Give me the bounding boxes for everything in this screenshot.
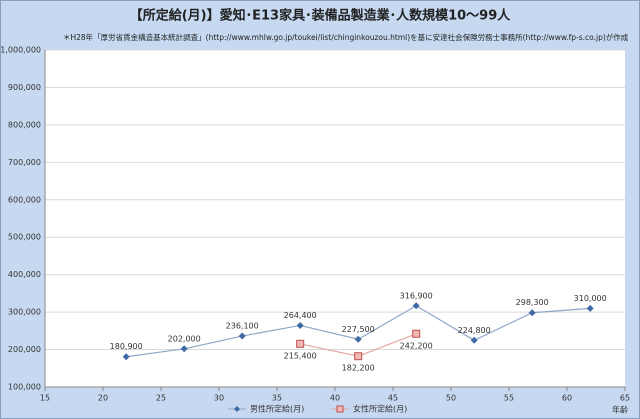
y-tick-label: 200,000	[8, 345, 41, 354]
data-label: 242,200	[400, 341, 433, 350]
data-label: 224,800	[458, 326, 491, 335]
y-tick-label: 800,000	[8, 120, 41, 129]
plot-area	[45, 50, 625, 387]
point	[470, 336, 478, 344]
y-tick-label: 700,000	[8, 158, 41, 167]
data-label: 316,900	[400, 291, 433, 300]
x-tick-label: 65	[620, 394, 630, 403]
point	[296, 339, 305, 348]
y-tick-label: 400,000	[8, 270, 41, 279]
x-tick-label: 60	[562, 394, 572, 403]
x-tick-label: 30	[214, 394, 224, 403]
x-tick-label: 25	[156, 394, 166, 403]
y-tick-label: 600,000	[8, 195, 41, 204]
point	[296, 321, 304, 329]
x-tick-label: 50	[446, 394, 456, 403]
y-tick-label: 500,000	[8, 233, 41, 242]
data-label: 180,900	[110, 342, 143, 351]
data-label: 182,200	[342, 364, 375, 373]
x-tick-label: 35	[272, 394, 282, 403]
data-label: 236,100	[226, 322, 259, 331]
y-tick-label: 300,000	[8, 308, 41, 317]
point	[412, 302, 420, 310]
data-label: 264,400	[284, 311, 317, 320]
x-tick-label: 40	[330, 394, 340, 403]
y-tick-label: 900,000	[8, 83, 41, 92]
legend-label: 女性所定給(月)	[353, 404, 407, 414]
data-label: 202,000	[168, 334, 201, 343]
x-tick-label: 45	[388, 394, 398, 403]
point	[528, 309, 536, 317]
point	[180, 345, 188, 353]
point	[412, 329, 421, 338]
x-axis-label: 年齢	[612, 405, 628, 415]
point	[354, 335, 362, 343]
data-label: 298,300	[516, 298, 549, 307]
point	[586, 304, 594, 312]
y-tick-label: 1,000,000	[0, 46, 41, 55]
x-tick-label: 55	[504, 394, 514, 403]
chart-title: 【所定給(月)】愛知･E13家具･装備品製造業･人数規模10～99人	[130, 8, 512, 24]
point	[238, 332, 246, 340]
x-tick-label: 15	[40, 394, 50, 403]
legend-label: 男性所定給(月)	[250, 404, 304, 414]
chart-subtitle: ＊H28年「厚労省賃金構造基本統計調査」(http://www.mhlw.go.…	[63, 32, 629, 42]
data-label: 227,500	[342, 325, 375, 334]
legend-marker	[336, 405, 344, 413]
point	[122, 353, 130, 361]
y-tick-label: 100,000	[8, 383, 41, 392]
data-label: 310,000	[574, 294, 607, 303]
legend-marker	[234, 406, 240, 412]
data-label: 215,400	[284, 351, 317, 360]
x-tick-label: 20	[98, 394, 108, 403]
point	[354, 352, 363, 361]
